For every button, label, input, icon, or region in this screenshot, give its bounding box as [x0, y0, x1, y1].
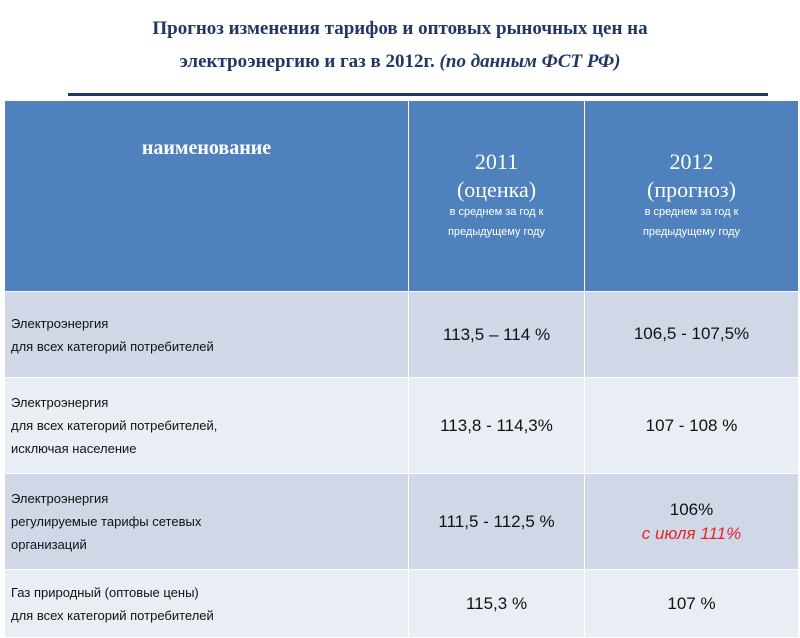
row-name-line: Электроэнергия: [11, 491, 109, 506]
row-name-line: для всех категорий потребителей: [11, 607, 214, 623]
value-2011-text: 115,3 %: [465, 593, 528, 613]
row-name-line: Газ природный (оптовые цены): [11, 584, 199, 600]
value-2012: 107 %: [584, 569, 799, 638]
value-2012: 106% с июля 111%: [584, 473, 799, 570]
header-2011-sub2: предыдущему году: [447, 226, 546, 238]
title-line-2: электроэнергию и газ в 2012г. (по данным…: [0, 45, 800, 78]
header-2012-sub2: предыдущему году: [642, 226, 741, 238]
header-name: наименование: [4, 100, 409, 292]
value-2012-note: с июля 111%: [641, 523, 742, 543]
row-name-line: для всех категорий потребителей: [11, 338, 214, 354]
value-2011-text: 113,5 – 114 %: [442, 324, 551, 344]
header-2012: 2012 (прогноз) в среднем за год к предыд…: [584, 100, 799, 292]
table-row: Электроэнергия для всех категорий потреб…: [4, 377, 799, 474]
header-2011-label: (оценка): [456, 177, 537, 202]
title-line-1: Прогноз изменения тарифов и оптовых рыно…: [152, 18, 648, 39]
row-name-line: Электроэнергия: [11, 315, 109, 331]
page-title: Прогноз изменения тарифов и оптовых рыно…: [0, 12, 800, 78]
row-name-line: Электроэнергия: [11, 395, 109, 410]
value-2012-text: 106%: [669, 499, 714, 519]
value-2012-text: 107 %: [667, 593, 716, 613]
row-name-line: исключая население: [11, 441, 137, 456]
header-2011: 2011 (оценка) в среднем за год к предыду…: [408, 100, 585, 292]
header-2011-sub1: в среднем за год к: [449, 206, 544, 218]
table-row: Газ природный (оптовые цены) для всех ка…: [4, 569, 799, 638]
table-row: Электроэнергия регулируемые тарифы сетев…: [4, 473, 799, 570]
header-2012-year: 2012: [669, 149, 714, 174]
value-2012: 107 - 108 %: [584, 377, 799, 474]
title-line-2-source: (по данным ФСТ РФ): [439, 51, 621, 72]
header-2012-label: (прогноз): [647, 177, 736, 202]
value-2011-text: 111,5 - 112,5 %: [438, 511, 555, 531]
title-line-2-main: электроэнергию и газ в 2012г.: [179, 51, 435, 72]
row-name: Электроэнергия регулируемые тарифы сетев…: [4, 473, 409, 570]
row-name-line: организаций: [11, 537, 87, 552]
value-2011: 115,3 %: [408, 569, 585, 638]
header-2012-sub1: в среднем за год к: [644, 206, 739, 218]
row-name: Электроэнергия для всех категорий потреб…: [4, 377, 409, 474]
row-name-line: для всех категорий потребителей,: [11, 418, 218, 433]
value-2012-text: 106,5 - 107,5%: [633, 324, 750, 343]
table-header-row: наименование 2011 (оценка) в среднем за …: [4, 100, 799, 292]
table-row: Электроэнергия для всех категорий потреб…: [4, 291, 799, 378]
value-2011: 111,5 - 112,5 %: [408, 473, 585, 570]
row-name: Газ природный (оптовые цены) для всех ка…: [4, 569, 409, 638]
value-2011: 113,5 – 114 %: [408, 291, 585, 378]
title-divider: [68, 93, 768, 96]
value-2012: 106,5 - 107,5%: [584, 291, 799, 378]
value-2011: 113,8 - 114,3%: [408, 377, 585, 474]
tariff-table: наименование 2011 (оценка) в среднем за …: [4, 100, 799, 638]
header-2011-year: 2011: [474, 149, 519, 174]
value-2012-text: 107 - 108 %: [645, 415, 738, 435]
value-2011-text: 113,8 - 114,3%: [440, 415, 553, 435]
row-name: Электроэнергия для всех категорий потреб…: [4, 291, 409, 378]
row-name-line: регулируемые тарифы сетевых: [11, 514, 202, 529]
